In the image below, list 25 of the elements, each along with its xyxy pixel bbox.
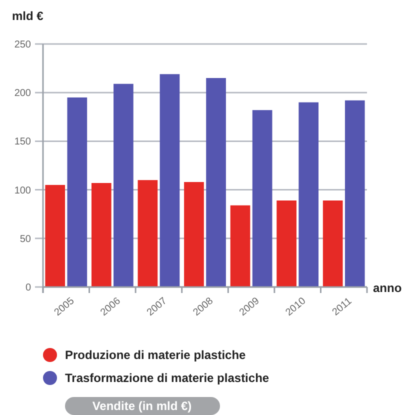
y-tick-label: 200 bbox=[14, 88, 32, 100]
y-tick-label: 0 bbox=[25, 282, 32, 294]
y-axis-title: mld € bbox=[12, 9, 44, 23]
bar bbox=[298, 102, 319, 287]
bar bbox=[230, 205, 250, 287]
bar bbox=[206, 78, 226, 287]
y-tick-label: 50 bbox=[20, 234, 32, 245]
bar bbox=[184, 182, 204, 287]
bar bbox=[138, 180, 158, 287]
bar bbox=[160, 74, 180, 287]
y-tick-label: 150 bbox=[14, 136, 32, 148]
bar bbox=[276, 200, 296, 287]
bar bbox=[344, 100, 365, 287]
y-tick-label: 100 bbox=[14, 185, 32, 196]
legend-label: Trasformazione di materie plastiche bbox=[65, 371, 270, 386]
bar bbox=[114, 84, 134, 287]
bar bbox=[91, 182, 112, 287]
y-tick-label: 250 bbox=[14, 40, 32, 50]
bar bbox=[252, 110, 272, 287]
text: Vendite (in mld €) bbox=[92, 399, 192, 414]
bar bbox=[322, 200, 343, 287]
x-axis-title: anno bbox=[373, 281, 402, 295]
legend-label: Produzione di materie plastiche bbox=[65, 348, 246, 362]
bar bbox=[45, 184, 66, 287]
bar bbox=[67, 97, 88, 287]
